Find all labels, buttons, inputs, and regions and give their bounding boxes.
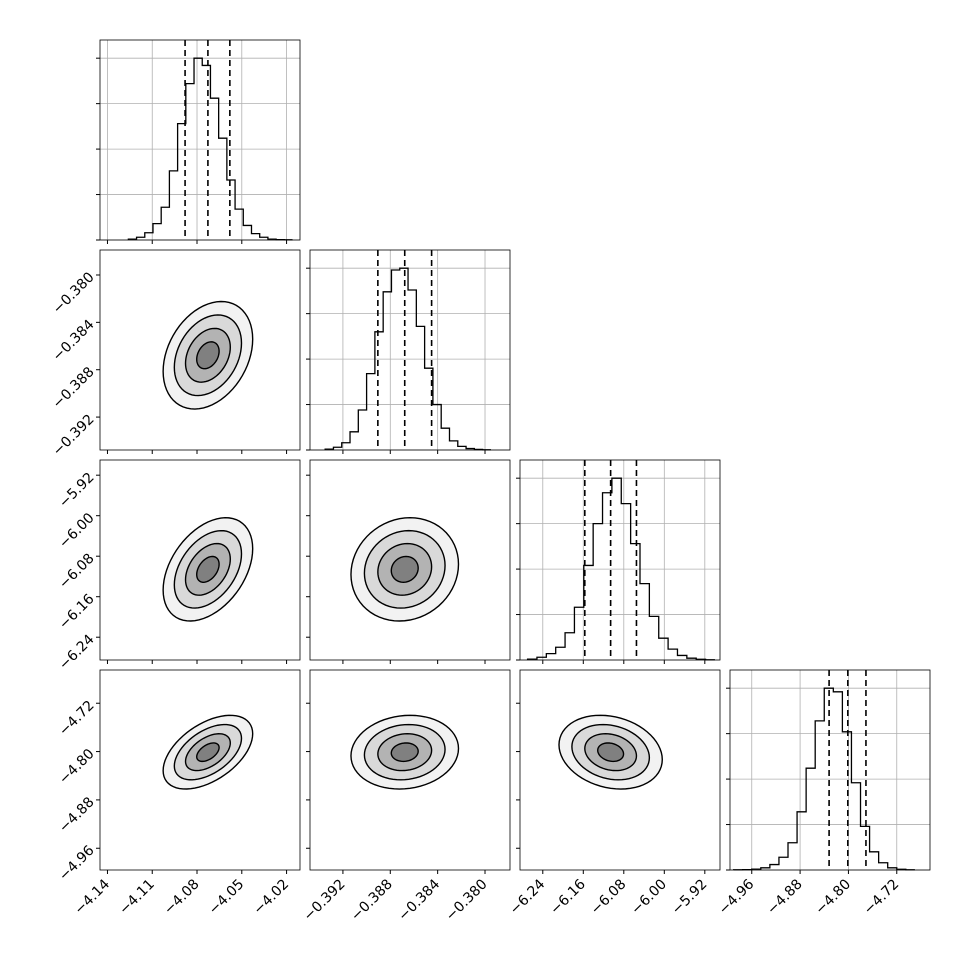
histogram-bin	[546, 654, 555, 660]
x-tick-label: −0.380	[443, 876, 491, 924]
histogram-bin	[677, 655, 686, 660]
histogram-bin	[235, 209, 243, 240]
histogram-bin	[358, 410, 366, 450]
histogram-bin	[408, 290, 416, 450]
histogram-bin	[612, 478, 621, 660]
x-tick-label: −6.08	[588, 876, 630, 918]
x-tick-label: −6.24	[507, 876, 549, 918]
histogram-bin	[861, 826, 870, 870]
histogram-bin	[815, 721, 824, 870]
y-tick-label: −4.72	[56, 698, 98, 740]
histogram-bin	[806, 768, 815, 870]
histogram-bin	[565, 633, 574, 660]
histogram-bin	[375, 332, 383, 450]
x-tick-label: −4.02	[251, 876, 293, 918]
histogram-bin	[153, 224, 161, 240]
x-tick-label: −4.72	[861, 876, 903, 918]
histogram-bin	[631, 544, 640, 660]
histogram-bin	[243, 225, 251, 240]
histogram-bin	[350, 432, 358, 450]
y-tick-label: −4.80	[56, 746, 98, 788]
y-tick-label: −0.388	[50, 364, 98, 412]
x-tick-label: −4.88	[764, 876, 806, 918]
histogram-bin	[556, 647, 565, 660]
histogram-bin	[621, 504, 630, 660]
histogram-bin	[433, 405, 441, 450]
y-tick-label: −6.16	[56, 591, 98, 633]
histogram-bin	[870, 852, 879, 870]
density-contour	[391, 556, 418, 582]
x-tick-label: −5.92	[669, 876, 711, 918]
x-tick-label: −4.80	[812, 876, 854, 918]
y-tick-label: −0.380	[50, 269, 98, 317]
histogram-bin	[202, 65, 210, 240]
histogram-bin	[593, 524, 602, 660]
histogram-bin	[194, 58, 202, 240]
histogram-bin	[640, 584, 649, 660]
histogram-bin	[851, 783, 860, 870]
y-tick-label: −0.392	[50, 411, 98, 459]
histogram-bin	[145, 233, 153, 240]
x-tick-label: −4.05	[206, 876, 248, 918]
histogram-bin	[367, 374, 375, 450]
histogram-bin	[161, 207, 169, 240]
histogram-bin	[416, 326, 424, 450]
y-tick-label: −6.08	[56, 551, 98, 593]
x-tick-label: −4.08	[161, 876, 203, 918]
histogram-bin	[441, 428, 449, 450]
x-tick-label: −4.14	[71, 876, 113, 918]
histogram-bin	[842, 732, 851, 870]
x-tick-label: −0.388	[348, 876, 396, 924]
histogram-bin	[210, 98, 218, 240]
histogram-bin	[833, 692, 842, 870]
x-tick-label: −6.00	[628, 876, 670, 918]
y-tick-label: −6.24	[56, 631, 98, 673]
histogram-bin	[779, 857, 788, 870]
histogram-bin	[788, 843, 797, 870]
x-tick-label: −4.11	[116, 876, 158, 918]
y-tick-label: −5.92	[56, 470, 98, 512]
histogram-bin	[668, 649, 677, 660]
x-tick-label: −6.16	[547, 876, 589, 918]
density-contour	[391, 743, 418, 761]
histogram-bin	[879, 863, 888, 870]
histogram-bin	[449, 441, 457, 450]
histogram-bin	[659, 638, 668, 660]
y-tick-label: −4.96	[56, 843, 98, 885]
histogram-bin	[400, 268, 408, 450]
x-tick-label: −0.384	[395, 876, 443, 924]
x-tick-label: −4.96	[716, 876, 758, 918]
histogram-bin	[342, 443, 350, 450]
histogram-bin	[383, 292, 391, 450]
histogram-bin	[649, 616, 658, 660]
histogram-bin	[574, 607, 583, 660]
histogram-bin	[797, 812, 806, 870]
histogram-bin	[251, 234, 259, 240]
histogram-bin	[770, 865, 779, 870]
histogram-bin	[391, 270, 399, 450]
histogram-bin	[227, 180, 235, 240]
histogram-bin	[169, 171, 177, 240]
histogram-bin	[186, 84, 194, 240]
y-tick-label: −6.00	[56, 510, 98, 552]
x-tick-label: −0.392	[301, 876, 349, 924]
y-tick-label: −4.88	[56, 794, 98, 836]
histogram-bin	[219, 138, 227, 240]
y-tick-label: −0.384	[50, 317, 98, 365]
